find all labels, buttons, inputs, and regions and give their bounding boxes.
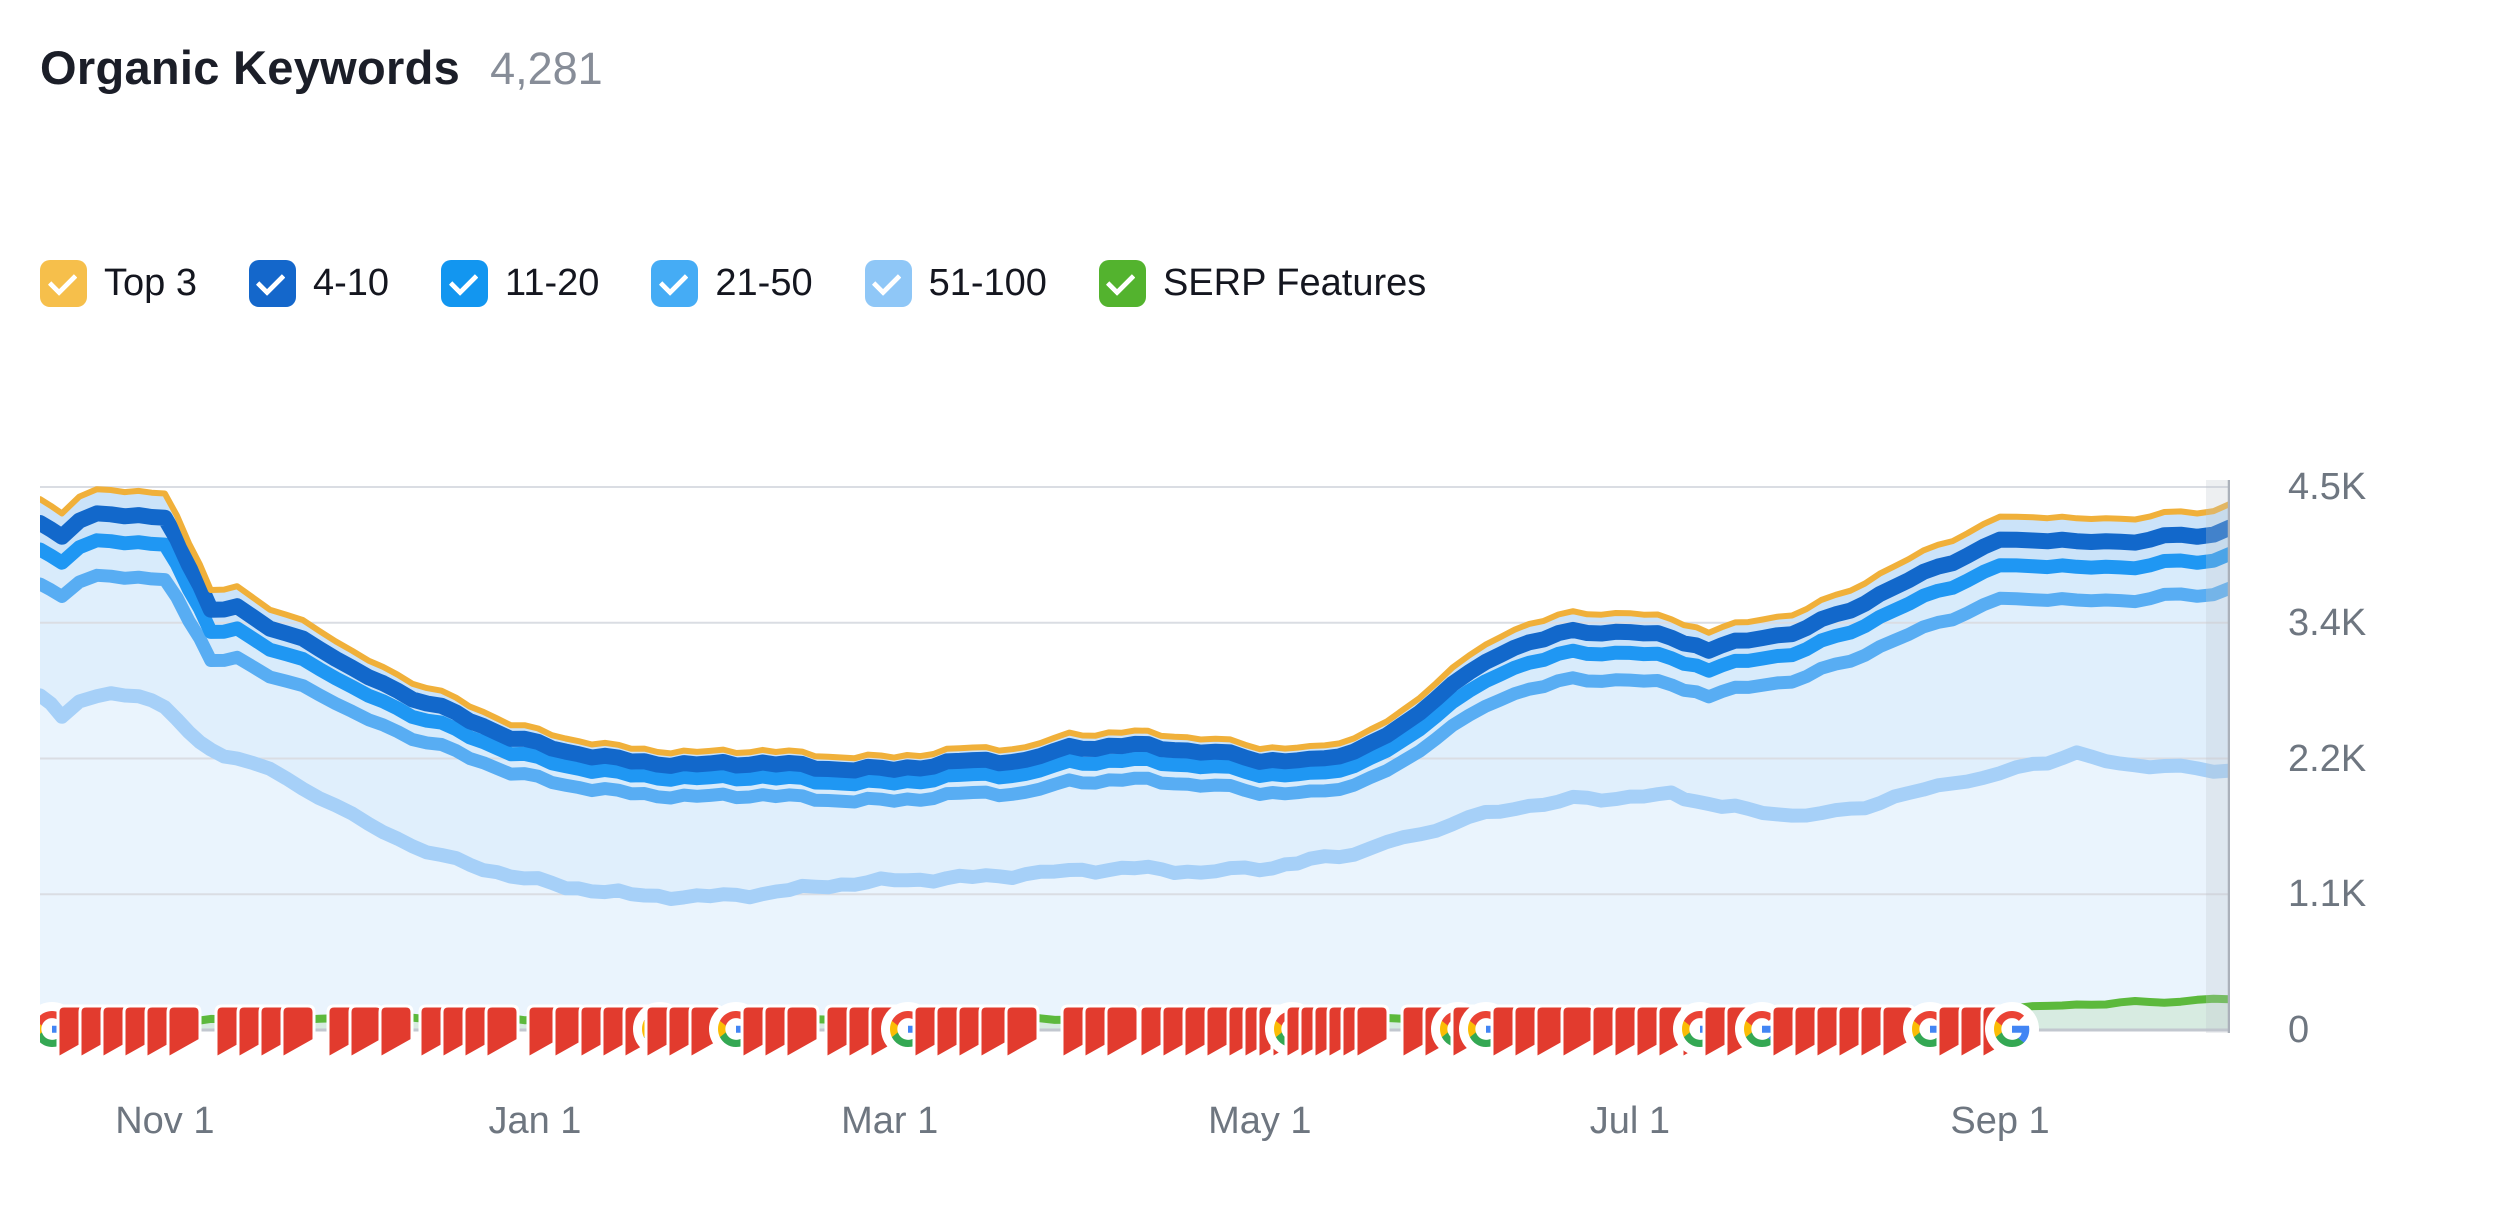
legend-label: 21-50 <box>715 262 813 304</box>
note-flag-icon[interactable] <box>482 1003 522 1061</box>
x-tick-label: May 1 <box>1208 1100 1312 1142</box>
x-tick-label: Jul 1 <box>1589 1100 1671 1142</box>
x-tick-label: Jan 1 <box>488 1100 582 1142</box>
checkbox-top-3[interactable] <box>40 260 87 307</box>
legend-item-51-100[interactable]: 51-100 <box>864 260 1047 307</box>
checkbox-4-10[interactable] <box>248 260 296 307</box>
check-icon <box>658 265 689 296</box>
y-tick-label: 1.1K <box>2288 873 2367 916</box>
edge-overlay-strip <box>2206 480 2230 1033</box>
checkbox-51-100[interactable] <box>864 260 912 307</box>
check-icon <box>1106 265 1136 296</box>
line-21-50[interactable] <box>40 568 2230 809</box>
keywords-trend-chart[interactable] <box>40 440 2230 1065</box>
line-4-10[interactable] <box>40 505 2230 779</box>
band-fill-51-100 <box>40 693 2230 1030</box>
note-flag-icon[interactable] <box>782 1003 822 1061</box>
line-11-20[interactable] <box>40 533 2230 792</box>
legend-item-4-10[interactable]: 4-10 <box>248 260 390 307</box>
note-flag-icon[interactable] <box>376 1003 416 1061</box>
y-tick-label: 2.2K <box>2288 737 2367 780</box>
legend-label: 4-10 <box>312 262 390 304</box>
note-flag-icon[interactable] <box>1352 1003 1392 1061</box>
widget-header: Organic Keywords 4,281 <box>40 40 603 95</box>
check-icon <box>256 265 286 296</box>
google-update-annotations-row <box>40 440 2230 1065</box>
legend-item-serp-features[interactable]: SERP Features <box>1098 260 1427 307</box>
check-icon <box>448 265 478 296</box>
y-tick-label: 0 <box>2288 1009 2310 1051</box>
legend-label: 11-20 <box>505 262 600 304</box>
note-flag-icon[interactable] <box>164 1003 204 1061</box>
y-tick-label: 4.5K <box>2288 466 2367 508</box>
checkbox-serp-features[interactable] <box>1098 260 1146 307</box>
keywords-total-count: 4,281 <box>490 43 603 94</box>
x-tick-label: Mar 1 <box>841 1100 939 1142</box>
checkbox-11-20[interactable] <box>441 260 489 307</box>
page-title: Organic Keywords <box>40 41 461 94</box>
note-flag-icon[interactable] <box>1102 1003 1142 1061</box>
check-icon <box>871 265 902 296</box>
google-update-icon[interactable] <box>1985 1002 2039 1056</box>
y-tick-label: 3.4K <box>2288 601 2367 644</box>
legend-label: Top 3 <box>104 262 197 304</box>
note-flag-icon[interactable] <box>278 1003 318 1061</box>
legend-item-top-3[interactable]: Top 3 <box>40 260 197 307</box>
legend-item-21-50[interactable]: 21-50 <box>651 260 813 307</box>
line-51-100[interactable] <box>40 686 2230 906</box>
legend-label: SERP Features <box>1162 262 1427 304</box>
note-flag-icon[interactable] <box>1002 1003 1042 1061</box>
check-icon <box>47 265 77 296</box>
x-tick-label: Sep 1 <box>1950 1100 2050 1142</box>
legend-label: 51-100 <box>928 262 1047 304</box>
x-tick-label: Nov 1 <box>115 1100 215 1142</box>
line-top3[interactable] <box>40 486 2230 762</box>
legend-item-11-20[interactable]: 11-20 <box>441 260 599 307</box>
position-ranges-legend: Top 3 4-10 11-20 21-50 51-100 SERP Features <box>40 260 1426 307</box>
checkbox-21-50[interactable] <box>651 260 699 307</box>
